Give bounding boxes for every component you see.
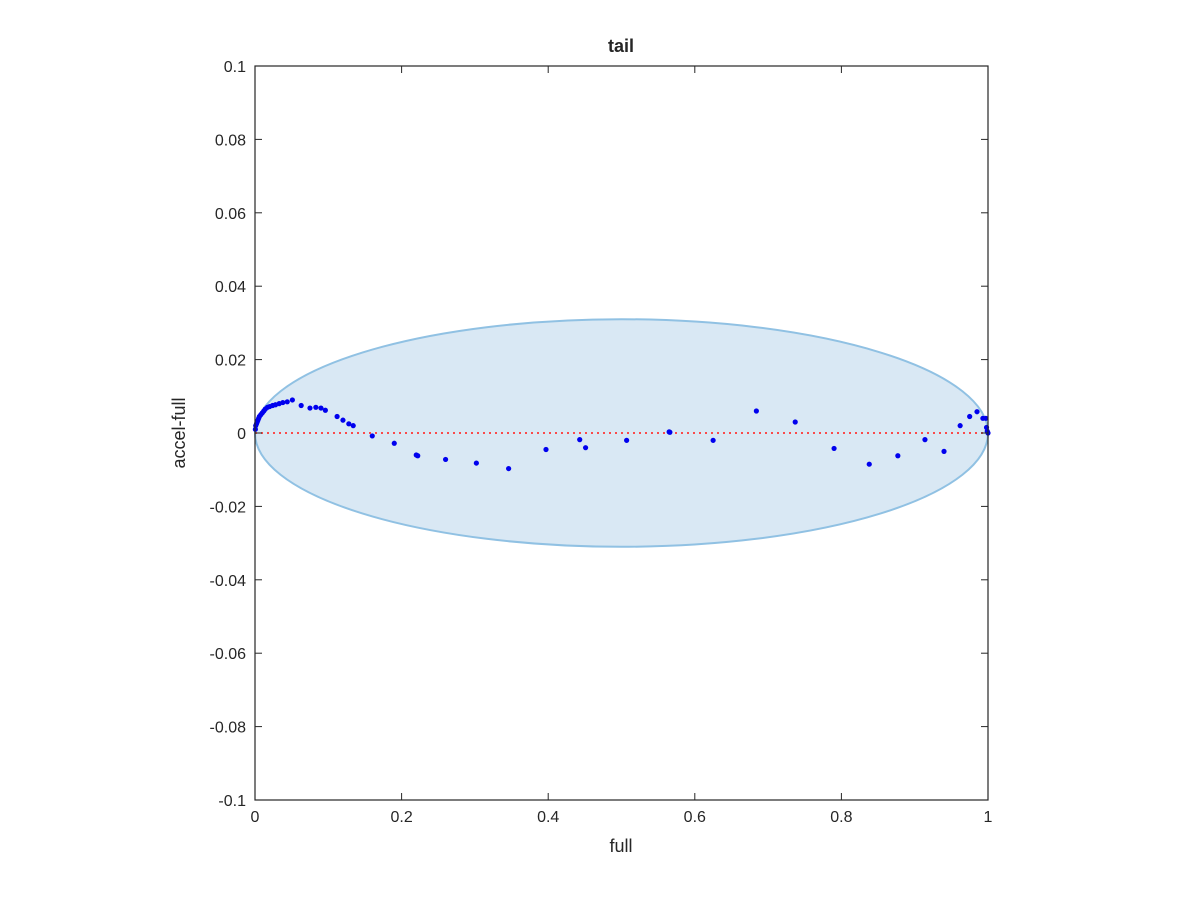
x-tick-label: 0.6 [684,809,706,826]
data-point [506,465,512,472]
data-point [983,415,989,421]
data-point [967,413,973,420]
x-tick-label: 0.2 [390,809,412,826]
data-point [577,437,583,443]
data-point [624,437,630,443]
y-tick-label: -0.08 [210,720,247,737]
data-point [369,433,375,439]
data-point [922,437,928,443]
data-point [831,445,837,452]
data-point [322,407,328,413]
data-point [667,429,673,435]
y-tick-label: -0.04 [210,573,247,590]
data-point [313,404,319,410]
data-point [391,440,397,446]
data-point [346,421,352,427]
data-point [318,405,324,411]
data-point [307,405,313,411]
data-point [957,423,963,429]
data-point [753,408,759,414]
data-point [710,437,716,443]
data-point [340,417,346,423]
data-point [280,399,286,406]
y-tick-label: 0.1 [224,59,246,76]
data-point [582,445,589,451]
data-point [334,413,340,420]
y-tick-label: 0.02 [215,353,246,370]
x-tick-label: 1 [984,809,993,826]
data-point [473,460,479,466]
y-tick-label: 0 [237,426,246,443]
data-point [415,453,421,459]
y-tick-label: 0.08 [215,132,246,149]
y-tick-label: -0.06 [210,646,247,663]
y-tick-label: -0.02 [210,499,247,516]
y-tick-label: 0.06 [215,206,246,223]
chart-title: tail [608,36,634,56]
y-tick-label: 0.04 [215,279,246,296]
data-point [792,419,798,425]
x-tick-label: 0.8 [830,809,852,826]
data-point [895,453,901,459]
y-axis-label: accel-full [169,397,189,468]
x-tick-label: 0.4 [537,809,559,826]
data-point [442,456,449,463]
data-point [974,409,980,415]
x-tick-label: 0 [251,809,260,826]
data-point [866,461,872,467]
data-point [289,397,295,403]
y-tick-label: -0.1 [218,793,246,810]
x-axis-label: full [609,836,632,856]
data-point [350,423,356,429]
plot-area: 0 0.2 0.4 0.6 0.8 1 -0.1 -0.08 -0.06 -0.04 -0.02 0 0… [210,59,993,826]
data-point [941,448,947,454]
data-point [298,402,304,409]
data-point [284,399,290,405]
data-point [543,446,549,453]
